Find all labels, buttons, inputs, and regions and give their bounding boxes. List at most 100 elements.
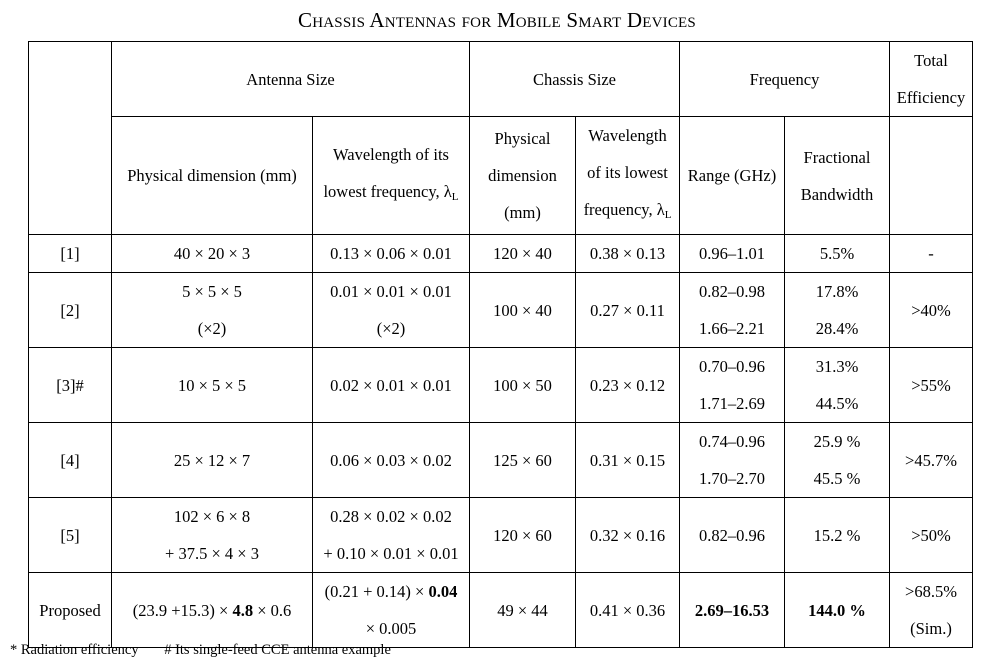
- cell-bandwidth-line: 31.3%: [815, 357, 859, 376]
- cell-bandwidth-line: 17.8%: [815, 282, 859, 301]
- cell-bandwidth: 17.8% 28.4%: [784, 272, 890, 348]
- cell-antenna-wave: 0.06 × 0.03 × 0.02: [312, 422, 470, 498]
- cell-chassis-wave: 0.41 × 0.36: [575, 572, 680, 648]
- cell-efficiency-line: >40%: [911, 300, 951, 320]
- chassis-wavelength-header: Wavelength of its lowest frequency, λL: [575, 116, 680, 235]
- lambda-subscript: L: [451, 190, 459, 203]
- cell-chassis-wave: 0.31 × 0.15: [575, 422, 680, 498]
- cell-antenna-wave: (0.21 + 0.14) × 0.04 × 0.005: [312, 572, 470, 648]
- cell-antenna-wave: 0.02 × 0.01 × 0.01: [312, 347, 470, 423]
- table-title: Chassis Antennas for Mobile Smart Device…: [298, 8, 696, 32]
- cell-chassis-wave: 0.32 × 0.16: [575, 497, 680, 573]
- antenna-wavelength-header: Wavelength of its lowest frequency, λL: [312, 116, 470, 235]
- cell-bandwidth-line: 45.5 %: [813, 469, 861, 488]
- cell-antenna-dim: 25 × 12 × 7: [111, 422, 313, 498]
- cell-efficiency: >55%: [889, 347, 973, 423]
- cell-antenna-wave-line: 0.13 × 0.06 × 0.01: [330, 244, 452, 263]
- cell-range-line: 1.70–2.70: [699, 469, 765, 488]
- chassis-physical-line1: Physical: [494, 129, 551, 148]
- cell-antenna-dim-line: (×2): [197, 319, 227, 338]
- cell-antenna-wave: 0.01 × 0.01 × 0.01 (×2): [312, 272, 470, 348]
- dim-pre: (23.9 +15.3) ×: [132, 600, 233, 620]
- cell-ref: [5]: [28, 497, 112, 573]
- chassis-wavelength-line2: of its lowest: [587, 163, 668, 182]
- table-row: [5] 102 × 6 × 8 + 37.5 × 4 × 3 0.28 × 0.02 …: [28, 497, 973, 573]
- chassis-wavelength-line1: Wavelength: [588, 126, 667, 145]
- cell-bandwidth-line: 28.4%: [815, 319, 859, 338]
- cell-bandwidth: 5.5%: [784, 234, 890, 273]
- cell-chassis-dim: 120 × 40: [469, 234, 576, 273]
- cell-ref: [4]: [28, 422, 112, 498]
- antenna-size-header: Antenna Size: [111, 41, 470, 117]
- cell-bandwidth-line: 5.5%: [819, 244, 855, 263]
- fractional-line2: Bandwidth: [800, 184, 874, 204]
- cell-range-line: 0.82–0.96: [699, 525, 765, 545]
- cell-bandwidth-line: 44.5%: [815, 394, 859, 413]
- cell-antenna-dim: 102 × 6 × 8 + 37.5 × 4 × 3: [111, 497, 313, 573]
- cell-chassis-dim: 100 × 40: [469, 272, 576, 348]
- cell-chassis-dim: 125 × 60: [469, 422, 576, 498]
- cell-range: 0.96–1.01: [679, 234, 785, 273]
- cell-range: 0.82–0.98 1.66–2.21: [679, 272, 785, 348]
- chassis-physical-header: Physical dimension (mm): [469, 116, 576, 235]
- physical-dimension-header: Physical dimension (mm): [111, 116, 313, 235]
- table-row: [1] 40 × 20 × 3 0.13 × 0.06 × 0.01 120 × 40…: [28, 234, 973, 273]
- cell-range: 2.69–16.53: [679, 572, 785, 648]
- cell-antenna-dim-line: 5 × 5 × 5: [182, 282, 242, 301]
- cell-antenna-dim-line: 40 × 20 × 3: [173, 244, 251, 263]
- cell-antenna-wave: 0.13 × 0.06 × 0.01: [312, 234, 470, 273]
- cell-antenna-dim-line: + 37.5 × 4 × 3: [165, 544, 259, 563]
- footnote-radiation: * Radiation efficiency: [10, 642, 139, 658]
- header-row-1: Antenna Size Chassis Size Frequency Tota…: [28, 41, 973, 235]
- cell-ref: [2]: [28, 272, 112, 348]
- cell-bandwidth-line: 25.9 %: [813, 432, 861, 451]
- cell-chassis-wave: 0.23 × 0.12: [575, 347, 680, 423]
- cell-antenna-dim: 10 × 5 × 5: [111, 347, 313, 423]
- table-row: [2] 5 × 5 × 5 (×2) 0.01 × 0.01 × 0.01 (×2) 10…: [28, 272, 973, 348]
- dim-post: × 0.6: [253, 600, 292, 620]
- cell-efficiency-line: >50%: [911, 525, 951, 545]
- cell-range-line: 1.71–2.69: [699, 394, 765, 413]
- cell-chassis-dim: 49 × 44: [469, 572, 576, 648]
- cell-antenna-wave-line: 0.06 × 0.03 × 0.02: [330, 450, 452, 470]
- cell-bandwidth: 31.3% 44.5%: [784, 347, 890, 423]
- cell-bandwidth: 144.0 %: [784, 572, 890, 648]
- cell-chassis-wave: 0.27 × 0.11: [575, 272, 680, 348]
- table-row: [3]# 10 × 5 × 5 0.02 × 0.01 × 0.01 100 × 50…: [28, 347, 973, 423]
- cell-bandwidth: 15.2 %: [784, 497, 890, 573]
- footnote-single-feed: # Its single-feed CCE antenna example: [164, 642, 391, 658]
- dim-bold: 4.8: [232, 600, 254, 620]
- chassis-physical-line3: (mm): [504, 203, 541, 222]
- antenna-wavelength-text: lowest frequency, λ: [323, 181, 452, 201]
- fractional-bandwidth-header: Fractional Bandwidth: [784, 116, 890, 235]
- cell-range: 0.70–0.96 1.71–2.69: [679, 347, 785, 423]
- frequency-header: Frequency: [679, 41, 890, 117]
- cell-antenna-wave-line: (×2): [376, 319, 406, 338]
- cell-antenna-dim: 40 × 20 × 3: [111, 234, 313, 273]
- cell-antenna-dim-line: 25 × 12 × 7: [173, 450, 251, 470]
- corner-cell: [28, 41, 112, 235]
- cell-antenna-wave-line: + 0.10 × 0.01 × 0.01: [323, 544, 459, 563]
- cell-chassis-wave: 0.38 × 0.13: [575, 234, 680, 273]
- fractional-line1: Fractional: [803, 147, 871, 167]
- cell-chassis-dim: 120 × 60: [469, 497, 576, 573]
- cell-antenna-wave-line: 0.02 × 0.01 × 0.01: [330, 375, 452, 395]
- cell-antenna-dim: (23.9 +15.3) × 4.8 × 0.6: [111, 572, 313, 648]
- range-header: Range (GHz): [679, 116, 785, 235]
- table-row: [4] 25 × 12 × 7 0.06 × 0.03 × 0.02 125 × 60…: [28, 422, 973, 498]
- table-row-proposed: Proposed (23.9 +15.3) × 4.8 × 0.6 (0.21 …: [28, 572, 973, 648]
- cell-bandwidth: 25.9 % 45.5 %: [784, 422, 890, 498]
- cell-range: 0.82–0.96: [679, 497, 785, 573]
- wave-line2: × 0.005: [365, 619, 417, 638]
- total-efficiency-header: Total Efficiency: [889, 41, 973, 117]
- wave-line1: (0.21 + 0.14) × 0.04: [313, 573, 469, 610]
- cell-antenna-wave: 0.28 × 0.02 × 0.02 + 0.10 × 0.01 × 0.01: [312, 497, 470, 573]
- cell-antenna-dim-line: 10 × 5 × 5: [177, 375, 247, 395]
- total-efficiency-line1: Total: [914, 51, 948, 70]
- chassis-wavelength-text: frequency, λ: [583, 200, 665, 219]
- header-row-2: Physical dimension (mm) Wavelength of it…: [29, 116, 973, 235]
- cell-efficiency-line: -: [928, 244, 934, 263]
- cell-bandwidth-line: 15.2 %: [813, 525, 861, 545]
- antenna-wavelength-line2: lowest frequency, λL: [313, 173, 469, 216]
- lambda-subscript: L: [664, 209, 672, 221]
